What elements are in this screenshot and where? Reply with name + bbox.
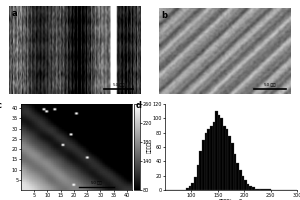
Bar [205, 133, 207, 190]
Bar [260, 189, 271, 190]
Bar [239, 170, 242, 190]
Text: 50 微米: 50 微米 [91, 180, 102, 184]
Text: d: d [136, 101, 142, 110]
Text: a: a [12, 9, 17, 18]
Text: b: b [162, 11, 168, 20]
Bar [252, 187, 255, 190]
Bar [223, 126, 226, 190]
Bar [228, 136, 231, 190]
Bar [236, 163, 239, 190]
Bar [244, 180, 247, 190]
Bar [191, 183, 194, 190]
X-axis label: 密度（根/µm）: 密度（根/µm） [219, 199, 243, 200]
Bar [207, 129, 210, 190]
Bar [242, 176, 244, 190]
Bar [250, 186, 252, 190]
Bar [194, 177, 197, 190]
Bar [189, 186, 191, 190]
Bar [202, 140, 205, 190]
Y-axis label: 出现次数: 出现次数 [146, 141, 152, 153]
Bar [231, 143, 234, 190]
Bar [210, 126, 212, 190]
Text: 50 微米: 50 微米 [264, 82, 276, 86]
Bar [220, 118, 223, 190]
Text: c: c [0, 101, 2, 110]
Bar [226, 129, 228, 190]
Bar [212, 122, 215, 190]
Bar [255, 189, 260, 190]
Bar [234, 154, 236, 190]
Bar [218, 115, 220, 190]
Bar [186, 188, 189, 190]
Bar [215, 111, 218, 190]
Bar [247, 184, 250, 190]
Bar [197, 165, 199, 190]
Text: 50 微米: 50 微米 [113, 82, 124, 86]
Bar [199, 151, 202, 190]
